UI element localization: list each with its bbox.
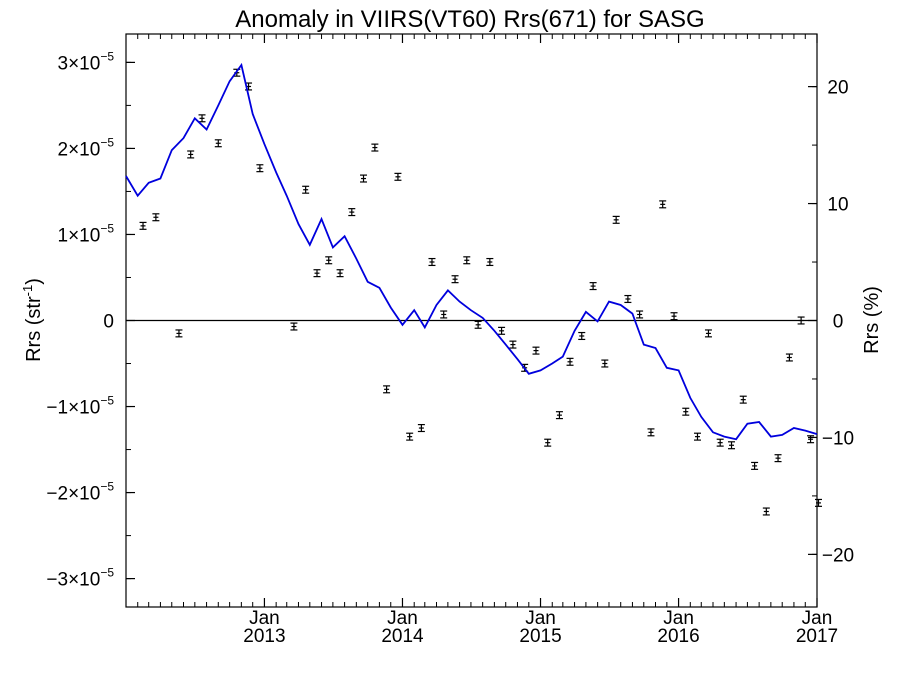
data-point bbox=[440, 310, 448, 319]
y2-tick-label: −10 bbox=[822, 428, 854, 449]
data-point bbox=[612, 215, 620, 224]
data-point bbox=[175, 329, 183, 338]
y2-tick-label: 0 bbox=[833, 312, 844, 333]
y-tick-label: 0 bbox=[103, 312, 114, 333]
y2-tick-label: 20 bbox=[827, 78, 848, 99]
data-point bbox=[498, 326, 506, 335]
data-point bbox=[704, 329, 712, 338]
data-point bbox=[670, 312, 678, 321]
data-point bbox=[348, 208, 356, 217]
data-point bbox=[728, 441, 736, 450]
x-tick-label-month: Jan bbox=[249, 608, 280, 629]
x-tick-label-month: Jan bbox=[802, 608, 833, 629]
y-tick-label: −2×10−5 bbox=[46, 480, 114, 505]
x-tick-label-month: Jan bbox=[525, 608, 556, 629]
y2-axis-title: Rrs (%) bbox=[861, 286, 883, 354]
y-tick-label: 1×10−5 bbox=[58, 221, 115, 246]
data-point bbox=[636, 310, 644, 319]
data-point bbox=[532, 346, 540, 355]
y-axis-left: 3×10−5 2×10−5 1×10−5 0 −1×10−5 −2×10−5 −3×10−5 bbox=[46, 49, 135, 591]
data-point bbox=[578, 331, 586, 341]
data-point bbox=[486, 257, 494, 267]
x-tick-label-year: 2015 bbox=[519, 626, 561, 647]
data-point bbox=[797, 316, 805, 325]
y-tick-label: 3×10−5 bbox=[58, 49, 115, 74]
observations bbox=[139, 68, 823, 516]
data-point bbox=[589, 282, 597, 291]
data-point bbox=[463, 256, 471, 265]
chart-title: Anomaly in VIIRS(VT60) Rrs(671) for SASG bbox=[235, 6, 704, 33]
data-point bbox=[774, 454, 782, 463]
x-tick-label-year: 2016 bbox=[657, 626, 699, 647]
data-point bbox=[647, 428, 655, 437]
data-point bbox=[313, 269, 321, 278]
data-point bbox=[716, 438, 724, 447]
data-point bbox=[417, 424, 425, 433]
data-point bbox=[290, 322, 298, 331]
data-point bbox=[214, 139, 222, 148]
data-point bbox=[739, 395, 747, 404]
y2-tick-label: −20 bbox=[822, 545, 854, 566]
data-point bbox=[198, 114, 206, 123]
y2-tick-label: 10 bbox=[827, 195, 848, 216]
series-line bbox=[125, 62, 818, 441]
data-point bbox=[659, 200, 667, 209]
data-point bbox=[815, 498, 823, 507]
y-tick-label: 2×10−5 bbox=[58, 135, 115, 160]
y-axis-title: Rrs (str-1) bbox=[20, 278, 45, 362]
data-point bbox=[807, 435, 815, 444]
data-point bbox=[682, 407, 690, 416]
data-point bbox=[360, 174, 368, 183]
x-tick-label-year: 2017 bbox=[796, 626, 838, 647]
y-tick-label: −3×10−5 bbox=[46, 566, 114, 591]
y-tick-label: −1×10−5 bbox=[46, 394, 114, 419]
x-tick-label-year: 2013 bbox=[243, 626, 285, 647]
data-point bbox=[302, 185, 310, 194]
data-point bbox=[187, 150, 195, 159]
data-point bbox=[256, 164, 264, 173]
data-point bbox=[152, 213, 160, 222]
data-point bbox=[371, 143, 379, 152]
data-point bbox=[451, 275, 459, 284]
data-point bbox=[544, 438, 552, 447]
data-point bbox=[624, 294, 632, 304]
y-axis-right: 20 10 0 −10 −20 bbox=[808, 78, 854, 566]
data-point bbox=[566, 357, 574, 366]
data-point bbox=[601, 359, 609, 368]
data-point bbox=[509, 340, 517, 349]
data-point bbox=[139, 221, 147, 230]
x-tick-label-month: Jan bbox=[387, 608, 418, 629]
data-point bbox=[751, 461, 759, 470]
data-point bbox=[693, 432, 701, 441]
data-point bbox=[383, 385, 391, 394]
data-point bbox=[555, 411, 563, 420]
data-point bbox=[394, 172, 402, 181]
data-point bbox=[785, 353, 793, 362]
data-point bbox=[762, 507, 770, 516]
data-point bbox=[428, 257, 436, 267]
data-point bbox=[336, 269, 344, 278]
data-point bbox=[325, 256, 333, 265]
x-tick-label-month: Jan bbox=[663, 608, 694, 629]
data-point bbox=[474, 320, 482, 329]
data-point bbox=[406, 432, 414, 441]
x-tick-label-year: 2014 bbox=[381, 626, 424, 647]
